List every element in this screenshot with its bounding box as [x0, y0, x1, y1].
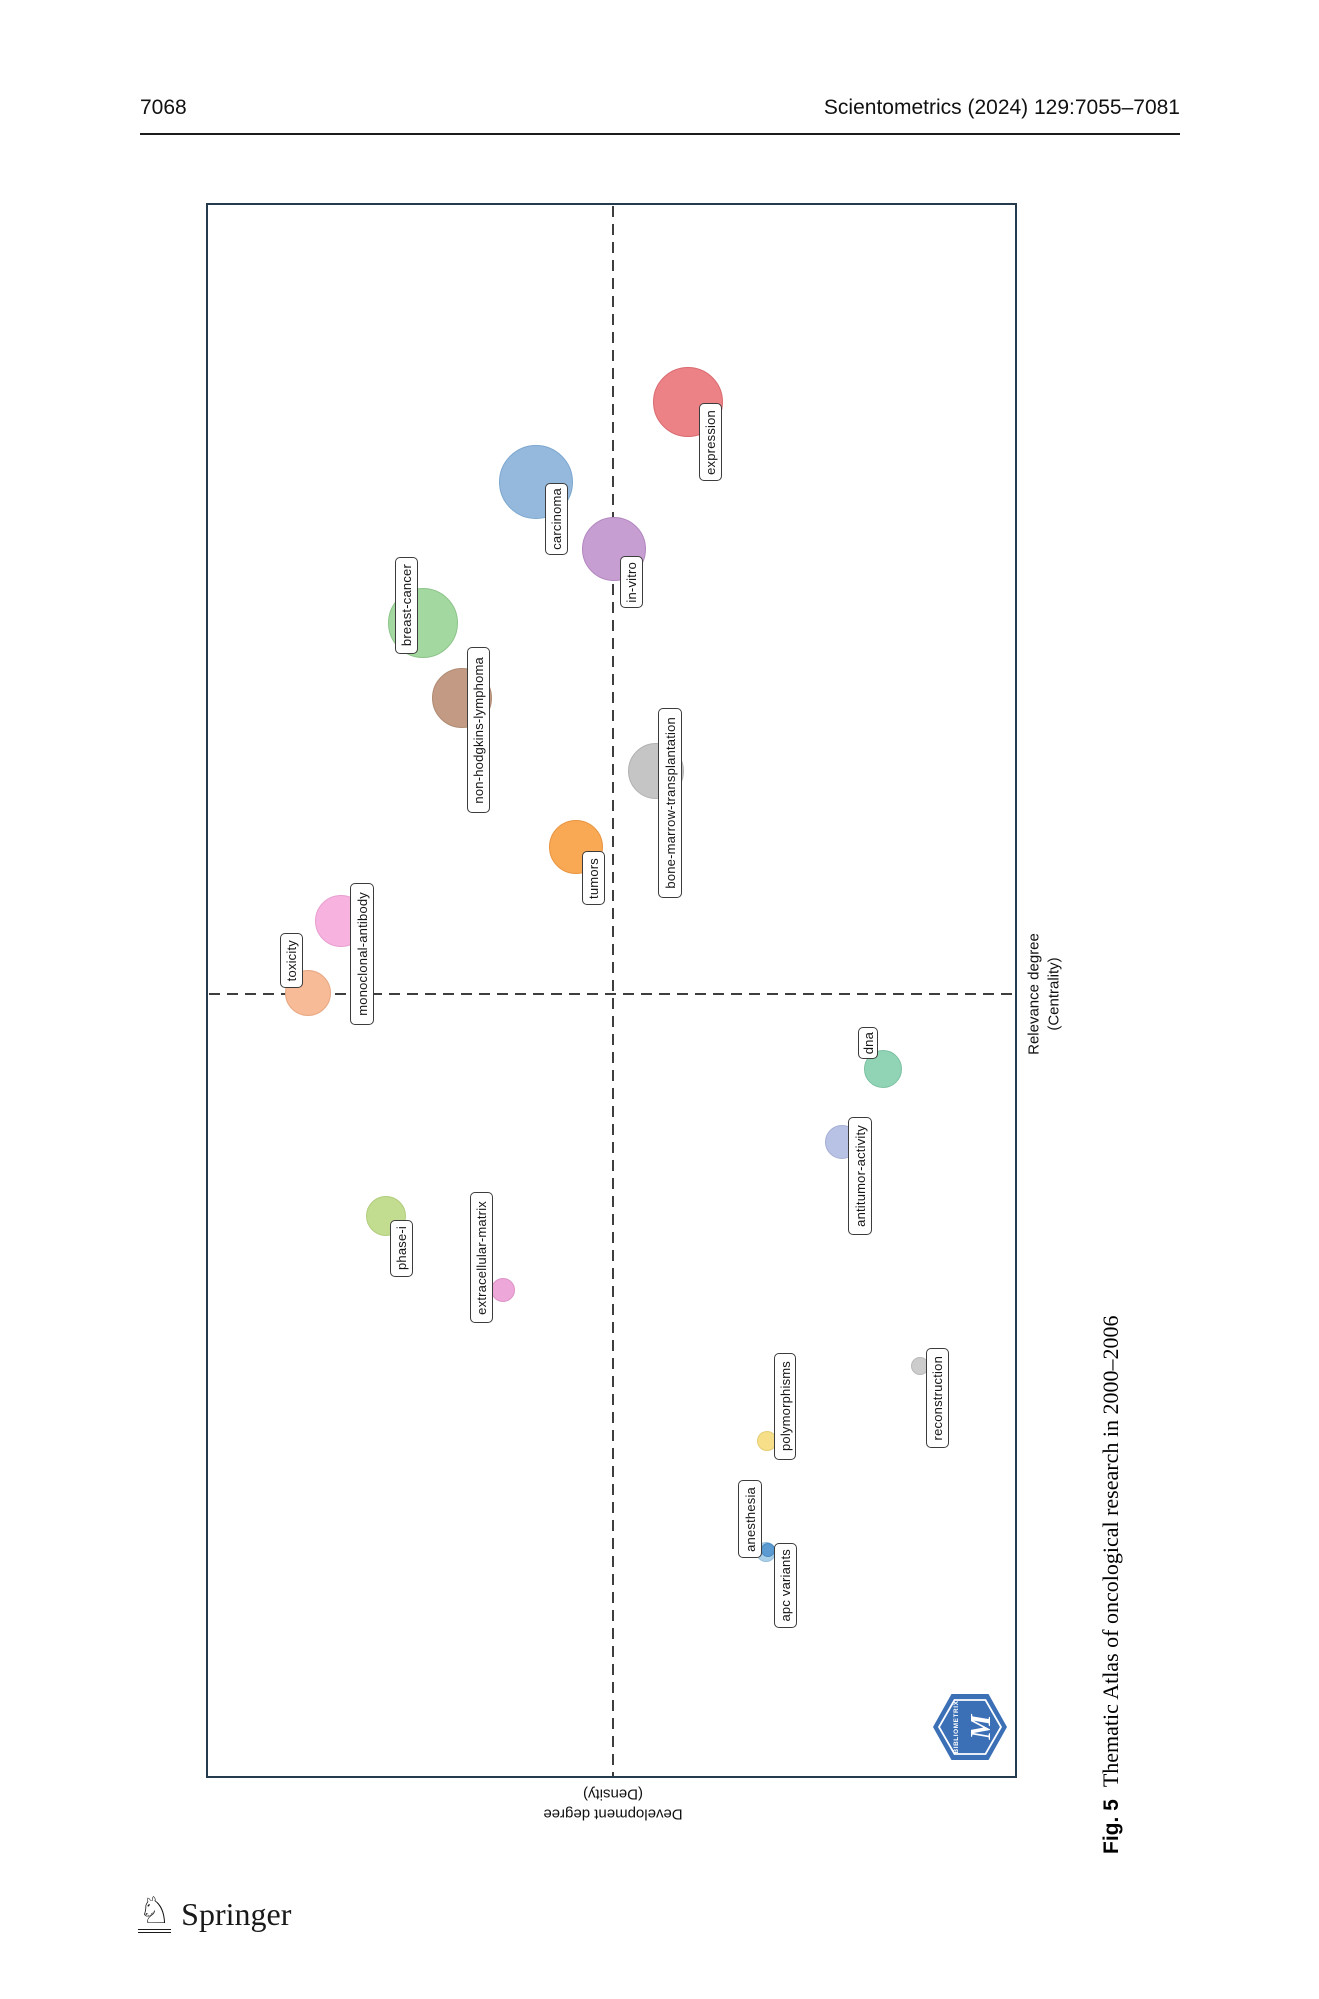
header-rule: [140, 133, 1180, 135]
bubble-label-text: dna: [860, 1031, 876, 1055]
bubble-anesthesia: [761, 1543, 775, 1557]
bubble-label-text: polymorphisms: [777, 1361, 793, 1452]
axis-label-relevance: Relevance degree (Centrality): [1025, 933, 1064, 1055]
bubble-label-non-hodgkins-lymphoma: non-hodgkins-lymphoma: [467, 647, 490, 813]
svg-text:M: M: [966, 1713, 997, 1740]
axis-label-relevance-line2: (Centrality): [1045, 957, 1062, 1031]
bubble-label-text: reconstruction: [930, 1355, 945, 1441]
bubble-label-dna: dna: [858, 1027, 878, 1059]
bubble-label-breast-cancer: breast-cancer: [395, 557, 418, 654]
bubble-label-bone-marrow-transplantation: bone-marrow-transplantation: [658, 708, 682, 898]
header-journal-ref: Scientometrics (2024) 129:7055–7081: [823, 96, 1180, 119]
bubble-label-text: non-hodgkins-lymphoma: [471, 656, 486, 804]
bubble-label-text: carcinoma: [549, 488, 564, 550]
bubble-label-anesthesia: anesthesia: [738, 1480, 762, 1558]
bubble-label-text: bone-marrow-transplantation: [662, 717, 678, 889]
springer-logo: ♘ Springer: [138, 1892, 291, 1933]
header-page-number: 7068: [140, 96, 187, 119]
bubble-label-in-vitro: in-vitro: [620, 556, 643, 608]
figure-caption-text: Thematic Atlas of oncological research i…: [1098, 1315, 1123, 1788]
springer-wordmark: Springer: [181, 1896, 292, 1932]
bubble-label-text: toxicity: [284, 939, 299, 982]
figure-caption: Fig. 5 Thematic Atlas of oncological rese…: [1098, 1316, 1124, 1854]
bubble-label-polymorphisms: polymorphisms: [774, 1353, 796, 1460]
bubble-label-text: breast-cancer: [399, 564, 414, 647]
bubble-label-text: monoclonal-antibody: [354, 892, 370, 1016]
bubble-label-text: tumors: [586, 857, 601, 899]
bubble-label-carcinoma: carcinoma: [545, 483, 568, 555]
bubble-label-monoclonal-antibody: monoclonal-antibody: [350, 883, 374, 1025]
bubble-label-text: in-vitro: [624, 561, 639, 603]
bubble-label-text: apc variants: [778, 1549, 793, 1622]
bubble-label-text: extracellular-matrix: [474, 1200, 489, 1315]
figure-caption-label: Fig. 5: [1100, 1799, 1123, 1854]
bubble-label-toxicity: toxicity: [280, 933, 303, 988]
bubble-label-phase-i: phase-i: [390, 1220, 413, 1277]
axis-label-development-line1: Development degree: [543, 1805, 683, 1823]
bubble-label-tumors: tumors: [582, 851, 605, 905]
quadrant-line-horizontal: [209, 993, 1015, 995]
bibliometrix-hexagon-icon: BIBLIOMETRIX M: [933, 1694, 1007, 1760]
bibliometrix-logo: BIBLIOMETRIX M: [932, 1693, 1008, 1761]
springer-knight-icon: ♘: [138, 1890, 172, 1933]
bubble-label-antitumor-activity: antitumor-activity: [848, 1117, 872, 1235]
axis-label-development: Development degree (Density): [543, 1785, 682, 1824]
bubble-label-reconstruction: reconstruction: [926, 1348, 949, 1448]
bubble-label-text: expression: [703, 409, 718, 475]
bubble-phase-i: [366, 1196, 406, 1236]
quadrant-line-vertical: [612, 206, 614, 1776]
bubble-label-apc-variants: apc variants: [774, 1543, 797, 1628]
bubble-label-text: phase-i: [394, 1226, 409, 1271]
bubble-label-text: anesthesia: [742, 1486, 758, 1552]
chart-frame: [206, 203, 1017, 1778]
bubble-extracellular-matrix: [491, 1278, 515, 1302]
bubble-label-text: antitumor-activity: [852, 1125, 868, 1227]
svg-text:BIBLIOMETRIX: BIBLIOMETRIX: [953, 1700, 960, 1753]
axis-label-development-line2: (Density): [582, 1786, 644, 1803]
axis-label-relevance-line1: Relevance degree: [1025, 933, 1043, 1055]
bubble-label-extracellular-matrix: extracellular-matrix: [470, 1192, 493, 1323]
bubble-label-expression: expression: [699, 403, 722, 481]
